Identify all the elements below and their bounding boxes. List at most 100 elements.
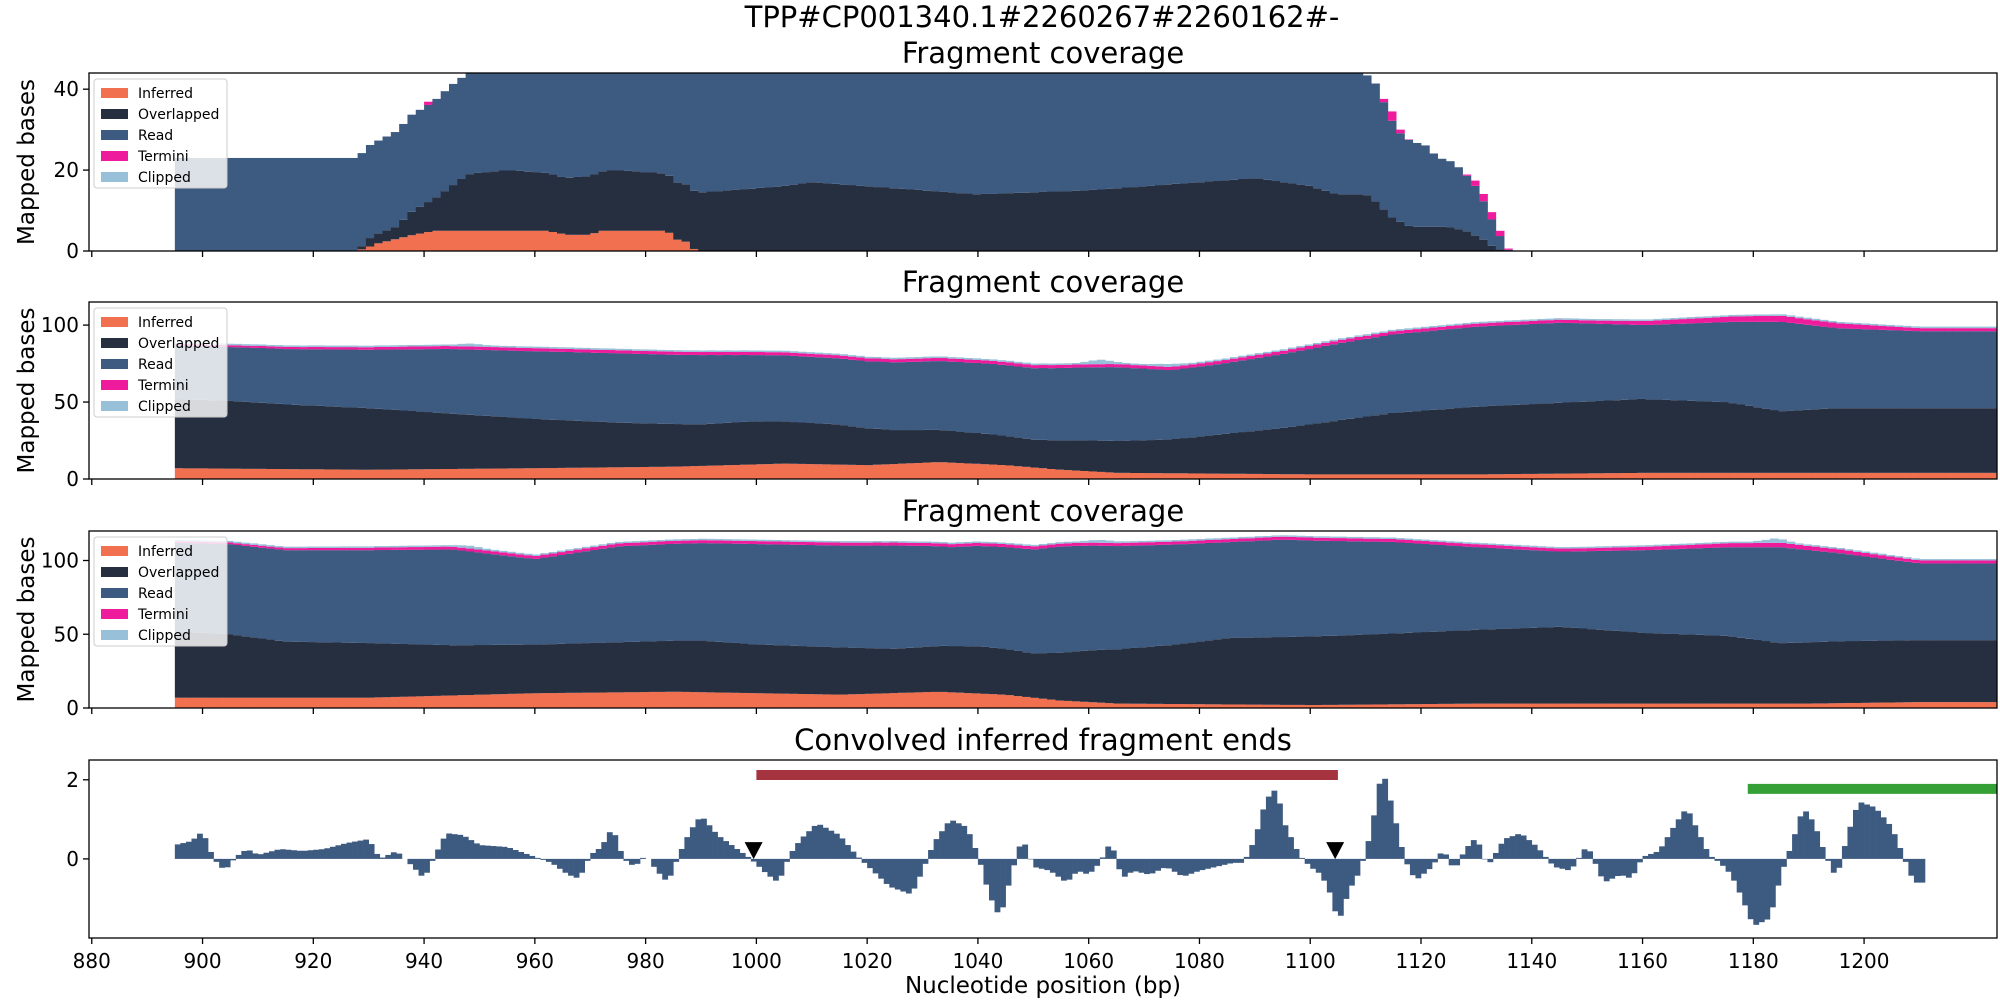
coverage-bar-overlapped — [706, 191, 716, 251]
coverage-bar-overlapped — [1371, 634, 1380, 705]
coverage-bar-inferred — [698, 692, 707, 708]
convolved-bar — [468, 840, 475, 859]
panel-title: Fragment coverage — [902, 494, 1184, 528]
coverage-bar-read — [1221, 363, 1231, 434]
coverage-bar-clipped — [1404, 328, 1414, 330]
coverage-bar-overlapped — [1994, 408, 1997, 473]
coverage-bar-read — [1919, 563, 1929, 641]
coverage-bar-overlapped — [1769, 642, 1779, 704]
coverage-bar-termini — [731, 352, 741, 356]
coverage-bar-read — [1271, 355, 1281, 429]
coverage-bar-overlapped — [341, 407, 350, 470]
coverage-bar-inferred — [1985, 472, 1995, 479]
coverage-bar-clipped — [1944, 559, 1954, 561]
coverage-bar-termini — [424, 546, 433, 550]
coverage-bar-inferred — [1969, 472, 1979, 479]
coverage-bar-inferred — [1362, 704, 1372, 708]
coverage-bar-clipped — [914, 541, 923, 543]
coverage-bar-read — [914, 545, 923, 648]
coverage-bar-termini — [498, 552, 508, 556]
coverage-bar-termini — [1512, 321, 1522, 325]
coverage-bar-clipped — [1994, 326, 1997, 329]
coverage-bar-read — [1628, 324, 1638, 400]
convolved-bar — [235, 854, 242, 859]
coverage-bar-read — [590, 352, 599, 422]
coverage-bar-read — [415, 549, 425, 645]
coverage-bar-read — [465, 73, 475, 175]
coverage-bar-read — [432, 349, 442, 413]
convolved-bar — [1697, 837, 1704, 859]
coverage-bar-read — [1163, 73, 1173, 185]
coverage-bar-termini — [1030, 365, 1040, 369]
coverage-bar-read — [324, 349, 334, 407]
coverage-bar-clipped — [1470, 542, 1480, 545]
coverage-bar-clipped — [523, 346, 533, 349]
coverage-bar-termini — [1047, 544, 1056, 548]
coverage-bar-overlapped — [1944, 640, 1954, 703]
coverage-bar-termini — [299, 347, 309, 350]
convolved-bar — [440, 838, 447, 859]
coverage-bar-clipped — [1861, 323, 1871, 325]
coverage-bar-inferred — [1229, 473, 1239, 479]
coverage-bar-read — [1313, 347, 1322, 424]
coverage-bar-read — [507, 350, 516, 418]
coverage-bar-termini — [1670, 319, 1679, 325]
coverage-bar-termini — [673, 351, 683, 355]
convolved-bar — [1792, 834, 1798, 859]
coverage-bar-clipped — [831, 353, 840, 356]
coverage-bar-clipped — [1811, 545, 1821, 547]
coverage-bar-read — [665, 73, 674, 176]
coverage-bar-read — [1005, 547, 1015, 650]
coverage-bar-inferred — [1337, 474, 1347, 479]
coverage-bar-inferred — [415, 469, 425, 479]
coverage-bar-overlapped — [764, 421, 774, 465]
coverage-bar-overlapped — [822, 646, 832, 695]
coverage-bar-read — [989, 73, 998, 194]
coverage-bar-clipped — [1362, 537, 1372, 539]
coverage-bar-overlapped — [1030, 439, 1040, 468]
coverage-bar-termini — [1961, 560, 1970, 564]
coverage-bar-termini — [374, 346, 383, 350]
convolved-bar — [568, 858, 574, 876]
convolved-bar — [473, 843, 480, 859]
coverage-bar-overlapped — [532, 172, 541, 231]
coverage-bar-overlapped — [1288, 183, 1297, 251]
coverage-bar-termini — [889, 359, 899, 363]
coverage-bar-clipped — [1819, 319, 1829, 322]
coverage-bar-clipped — [1288, 347, 1297, 350]
coverage-bar-clipped — [1637, 545, 1646, 547]
convolved-bar — [435, 849, 441, 859]
coverage-bar-read — [1387, 334, 1397, 413]
coverage-bar-read — [1761, 547, 1771, 642]
coverage-bar-inferred — [224, 697, 234, 708]
coverage-bar-clipped — [914, 357, 923, 359]
coverage-bar-read — [1578, 551, 1588, 629]
coverage-bar-clipped — [1495, 543, 1505, 546]
coverage-bar-inferred — [1445, 474, 1455, 479]
coverage-bar-overlapped — [1329, 193, 1339, 251]
coverage-bar-clipped — [224, 343, 234, 346]
coverage-bar-overlapped — [606, 642, 616, 693]
coverage-bar-overlapped — [1196, 182, 1206, 251]
coverage-bar-inferred — [1097, 702, 1106, 708]
coverage-bar-read — [1379, 541, 1389, 634]
coverage-bar-termini — [1429, 327, 1439, 331]
coverage-bar-termini — [1620, 320, 1630, 325]
coverage-bar-overlapped — [1180, 438, 1189, 474]
coverage-bar-termini — [914, 358, 923, 362]
coverage-bar-read — [972, 545, 982, 647]
coverage-bar-overlapped — [872, 428, 882, 465]
coverage-bar-inferred — [1886, 472, 1895, 479]
coverage-bar-termini — [1504, 545, 1513, 549]
coverage-bar-overlapped — [291, 641, 300, 698]
coverage-bar-inferred — [598, 230, 608, 251]
coverage-bar-read — [532, 73, 541, 173]
coverage-bar-overlapped — [1445, 408, 1455, 475]
coverage-bar-read — [756, 544, 766, 645]
convolved-bar — [1886, 823, 1893, 859]
coverage-bar-inferred — [1487, 703, 1497, 708]
coverage-bar-clipped — [1479, 543, 1488, 545]
coverage-bar-read — [930, 546, 940, 647]
coverage-bar-read — [282, 157, 292, 251]
